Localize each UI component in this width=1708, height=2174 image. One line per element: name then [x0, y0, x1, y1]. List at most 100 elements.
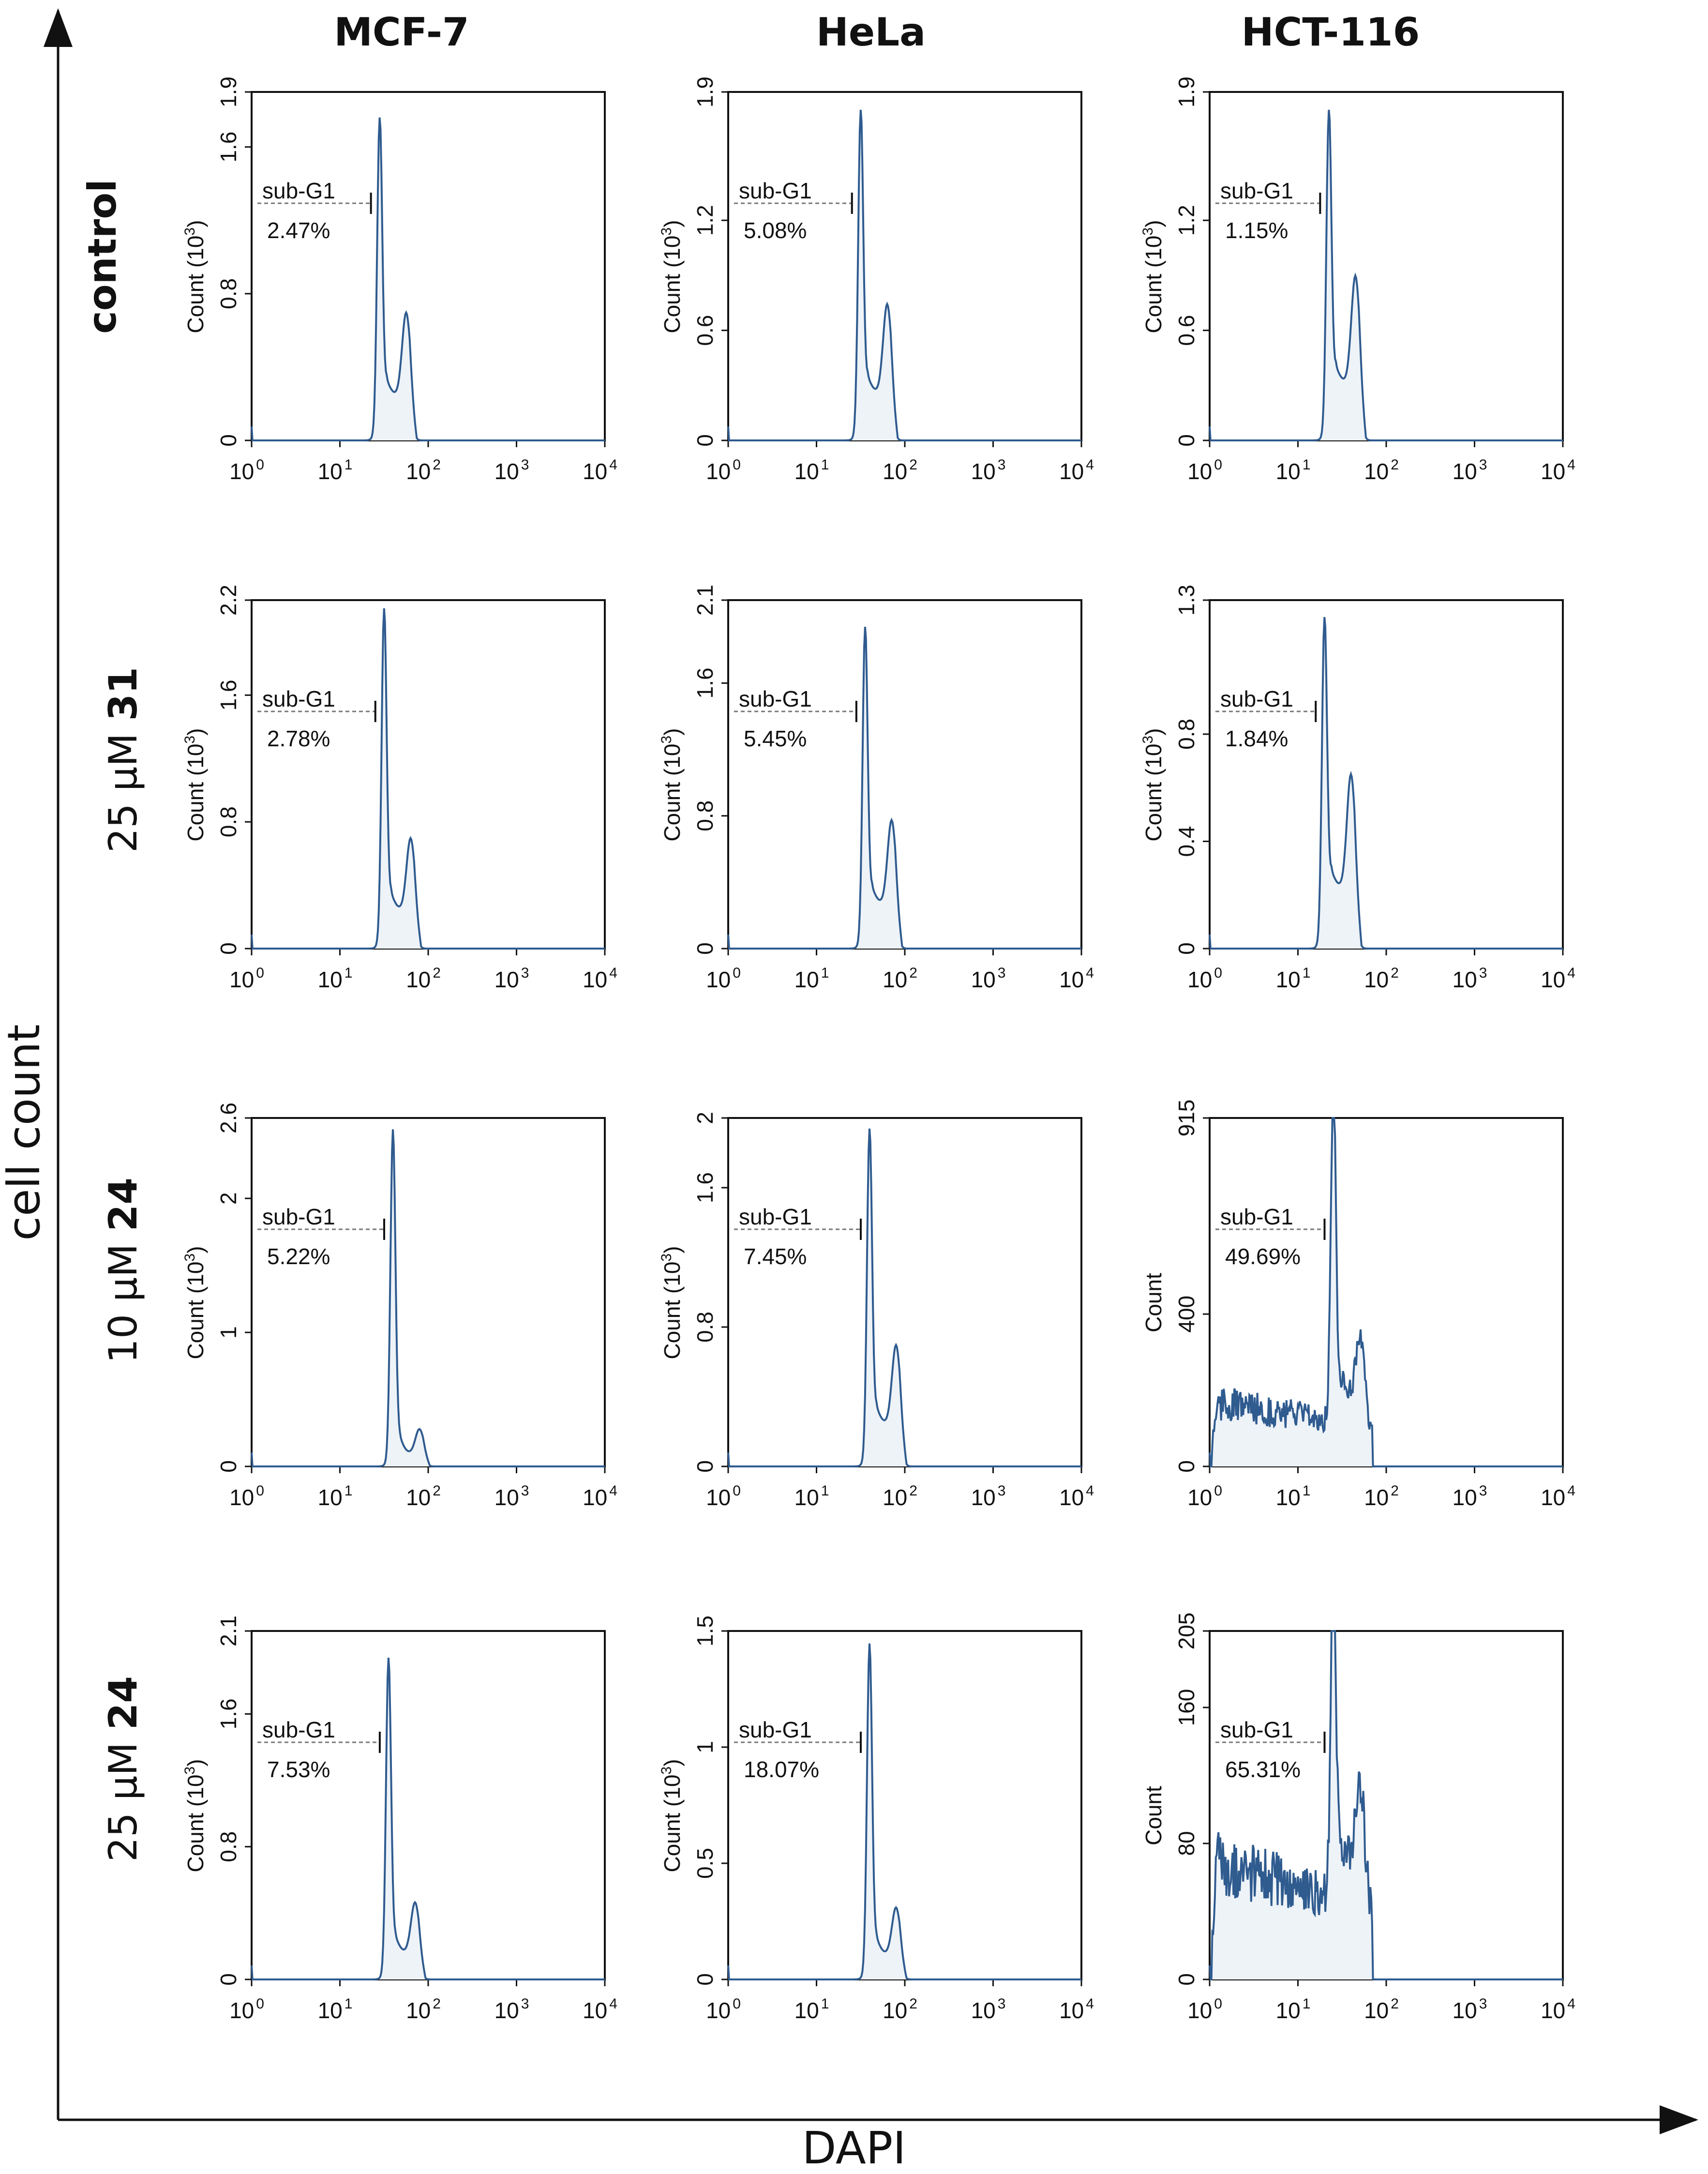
histogram-panel: 10 0 10 1 10 2 10 3 10 4 0 0.4 0.8 1.3 Count (103) sub-…	[1140, 585, 1575, 992]
y-tick-label: 0.5	[692, 1848, 718, 1879]
x-tick-label: 10 0	[229, 457, 264, 484]
y-axis-label: Count	[1141, 1786, 1166, 1845]
x-tick-label: 10 2	[883, 457, 917, 484]
y-tick-label: 1.3	[1174, 585, 1199, 616]
y-tick-label: 1.9	[1174, 76, 1199, 107]
sub-g1-percentage: 7.45%	[744, 1244, 807, 1269]
x-tick-label: 10 3	[494, 1996, 529, 2023]
sub-g1-percentage: 65.31%	[1225, 1757, 1301, 1782]
y-tick-label: 0.8	[216, 806, 241, 837]
x-tick-label: 10 3	[971, 1996, 1006, 2023]
panel-frame	[1209, 599, 1564, 950]
y-tick-label: 1.2	[1174, 205, 1199, 236]
sub-g1-gate-label: sub-G1	[1220, 1717, 1293, 1742]
y-tick-label: 1.6	[692, 667, 718, 698]
sub-g1-percentage: 5.08%	[744, 218, 807, 243]
histogram-line	[251, 117, 605, 441]
panel-frame	[727, 1117, 1082, 1467]
histogram-panel: 10 0 10 1 10 2 10 3 10 4 0 1 2 2.6 Count (103) sub-G1 5.…	[182, 1102, 617, 1510]
x-tick-label: 10 2	[406, 1996, 441, 2023]
histogram-panel: 10 0 10 1 10 2 10 3 10 4 0 0.8 1.6 2.1 Count (103) sub-…	[182, 1615, 617, 2023]
y-tick-label: 1.5	[692, 1615, 718, 1646]
x-tick-label: 10 4	[583, 965, 617, 992]
sub-g1-gate-label: sub-G1	[739, 1717, 812, 1742]
sub-g1-percentage: 2.78%	[267, 726, 330, 751]
x-tick-label: 10 4	[583, 457, 617, 484]
y-tick-label: 0.8	[1174, 719, 1199, 750]
histogram-line	[251, 608, 605, 950]
column-title-hela: HeLa	[816, 10, 926, 55]
y-tick-label: 0	[692, 434, 718, 447]
y-tick-label: 1	[216, 1326, 241, 1339]
histogram-panel: 10 0 10 1 10 2 10 3 10 4 0 0.6 1.2 1.9 Count (103) sub-…	[659, 76, 1094, 484]
histogram-fill	[728, 109, 1081, 440]
sub-g1-gate-label: sub-G1	[739, 1204, 812, 1229]
sub-g1-gate-label: sub-G1	[1220, 686, 1293, 711]
histogram-panel: 10 0 10 1 10 2 10 3 10 4 0 0.8 1.6 2 Count (103) sub-G1…	[659, 1112, 1094, 1510]
x-tick-label: 10 0	[1187, 1483, 1222, 1510]
y-tick-label: 0	[1174, 1460, 1199, 1473]
x-tick-label: 10 4	[1541, 1483, 1575, 1510]
histogram-panel: 10 0 10 1 10 2 10 3 10 4 0 0.8 1.6 2.2 Count (103) sub-…	[182, 585, 617, 992]
y-tick-label: 2.1	[692, 585, 718, 616]
y-tick-label: 0.8	[692, 1312, 718, 1343]
column-title-mcf7: MCF-7	[334, 10, 469, 55]
x-tick-label: 10 1	[318, 457, 353, 484]
y-tick-label: 0	[1174, 1973, 1199, 1986]
sub-g1-gate-label: sub-G1	[739, 686, 812, 711]
y-tick-label: 400	[1174, 1296, 1199, 1333]
y-axis-label: Count (103)	[659, 1759, 685, 1872]
x-tick-label: 10 4	[1541, 1996, 1575, 2023]
y-tick-label: 1.6	[216, 679, 241, 710]
y-tick-label: 0	[692, 1460, 718, 1473]
y-tick-label: 0.8	[216, 278, 241, 309]
x-tick-label: 10 0	[706, 965, 741, 992]
y-tick-label: 1.6	[692, 1172, 718, 1203]
y-tick-label: 80	[1174, 1831, 1199, 1856]
panel-frame	[251, 1117, 606, 1467]
sub-g1-percentage: 49.69%	[1225, 1244, 1301, 1269]
y-tick-label: 0	[692, 942, 718, 955]
y-tick-label: 2.6	[216, 1102, 241, 1133]
y-tick-label: 915	[1174, 1100, 1199, 1137]
histogram-line	[727, 109, 1081, 441]
y-tick-label: 0	[216, 942, 241, 955]
histogram-line	[1209, 109, 1563, 441]
histogram-fill	[252, 1658, 605, 1979]
y-tick-label: 160	[1174, 1689, 1199, 1726]
histogram-panel: 10 0 10 1 10 2 10 3 10 4 0 0.8 1.6 1.9 Count (103) sub-…	[182, 76, 617, 484]
y-tick-label: 1.6	[216, 1698, 241, 1729]
x-tick-label: 10 0	[1187, 1996, 1222, 2023]
histogram-line	[1209, 1630, 1563, 1980]
y-tick-label: 1.9	[216, 76, 241, 107]
y-axis-label: Count (103)	[182, 728, 208, 842]
y-tick-label: 0	[216, 434, 241, 447]
histogram-fill	[252, 1129, 605, 1466]
histogram-fill	[1210, 1631, 1563, 1979]
x-tick-label: 10 3	[971, 1483, 1006, 1510]
x-tick-label: 10 4	[1059, 1996, 1094, 2023]
x-tick-label: 10 2	[406, 457, 441, 484]
x-tick-label: 10 2	[406, 1483, 441, 1510]
x-tick-label: 10 0	[706, 457, 741, 484]
panel-frame	[727, 91, 1082, 441]
y-tick-label: 0.4	[1174, 826, 1199, 857]
y-tick-label: 1.2	[692, 205, 718, 236]
x-tick-label: 10 1	[1276, 1996, 1311, 2023]
y-tick-label: 0.8	[216, 1831, 241, 1862]
x-tick-label: 10 2	[1364, 965, 1399, 992]
sub-g1-gate-label: sub-G1	[1220, 1204, 1293, 1229]
histogram-panel: 10 0 10 1 10 2 10 3 10 4 0 0.6 1.2 1.9 Count (103) sub-…	[1140, 76, 1575, 484]
histogram-panel: 10 0 10 1 10 2 10 3 10 4 0 400 915 Count sub-G1 49.69%	[1141, 1100, 1575, 1510]
histogram-fill	[1210, 617, 1563, 949]
y-tick-label: 1.9	[692, 76, 718, 107]
panel-frame	[251, 1630, 606, 1980]
histogram-panel: 10 0 10 1 10 2 10 3 10 4 0 0.8 1.6 2.1 Count (103) sub-…	[659, 585, 1094, 992]
x-tick-label: 10 0	[706, 1996, 741, 2023]
panel-frame	[251, 91, 606, 441]
x-tick-label: 10 3	[494, 457, 529, 484]
x-tick-label: 10 4	[1059, 457, 1094, 484]
y-tick-label: 0	[1174, 434, 1199, 447]
sub-g1-gate-label: sub-G1	[1220, 178, 1293, 203]
